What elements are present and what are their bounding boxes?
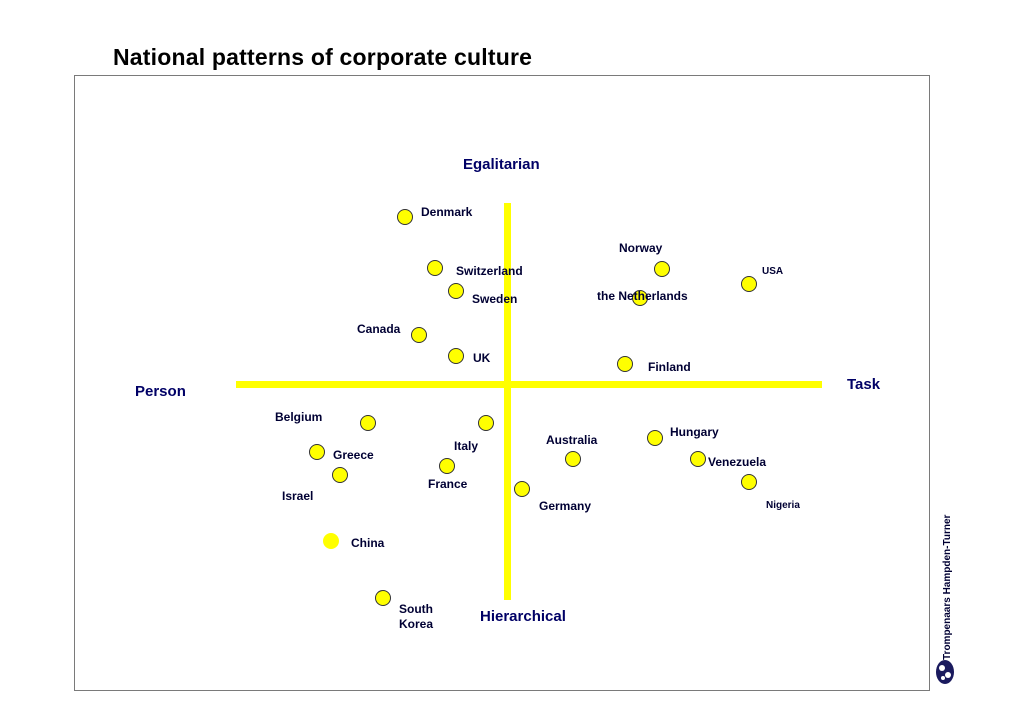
country-marker-australia — [565, 451, 581, 467]
country-marker-greece — [309, 444, 325, 460]
page-title: National patterns of corporate culture — [113, 44, 533, 70]
country-label-finland: Finland — [648, 360, 691, 374]
pole-label-egalitarian: Egalitarian — [463, 156, 540, 173]
country-marker-sweden — [448, 283, 464, 299]
country-label-australia: Australia — [546, 433, 598, 447]
country-marker-canada — [411, 327, 427, 343]
country-label-israel: Israel — [282, 489, 314, 503]
country-marker-switzerland — [427, 260, 443, 276]
country-marker-israel — [332, 467, 348, 483]
country-label-venezuela: Venezuela — [708, 455, 767, 469]
country-label-italy: Italy — [454, 439, 479, 453]
egalitarian-hierarchical-axis — [504, 203, 511, 600]
credit-text: Trompenaars Hampden-Turner — [942, 514, 953, 660]
country-marker-italy — [478, 415, 494, 431]
pole-label-hierarchical: Hierarchical — [480, 608, 566, 625]
country-marker-belgium — [360, 415, 376, 431]
country-label-usa: USA — [762, 266, 784, 277]
country-label-uk: UK — [473, 351, 491, 365]
country-marker-hungary — [647, 430, 663, 446]
person-task-axis — [236, 381, 822, 388]
country-label-south-korea: South Korea — [399, 602, 434, 631]
country-label-france: France — [428, 477, 468, 491]
country-label-nigeria: Nigeria — [766, 500, 800, 511]
country-label-switzerland: Switzerland — [456, 264, 523, 278]
country-marker-germany — [514, 481, 530, 497]
pole-label-task: Task — [847, 376, 881, 393]
pole-label-person: Person — [135, 383, 186, 400]
country-label-denmark: Denmark — [421, 205, 473, 219]
country-marker-finland — [617, 356, 633, 372]
country-marker-usa — [741, 276, 757, 292]
country-marker-norway — [654, 261, 670, 277]
country-label-norway: Norway — [619, 241, 663, 255]
country-label-china: China — [351, 536, 385, 550]
country-marker-france — [439, 458, 455, 474]
country-marker-china — [323, 533, 339, 549]
country-marker-netherlands — [632, 290, 648, 306]
country-marker-south-korea — [375, 590, 391, 606]
country-marker-denmark — [397, 209, 413, 225]
country-label-sweden: Sweden — [472, 292, 518, 306]
country-marker-uk — [448, 348, 464, 364]
country-label-greece: Greece — [333, 448, 374, 462]
country-label-canada: Canada — [357, 322, 401, 336]
country-label-germany: Germany — [539, 499, 592, 513]
diagram-frame — [74, 75, 930, 691]
country-label-netherlands: the Netherlands — [597, 289, 688, 303]
country-marker-nigeria — [741, 474, 757, 490]
brand-logo-icon — [936, 660, 954, 684]
country-label-belgium: Belgium — [275, 410, 323, 424]
country-marker-venezuela — [690, 451, 706, 467]
country-label-hungary: Hungary — [670, 425, 719, 439]
